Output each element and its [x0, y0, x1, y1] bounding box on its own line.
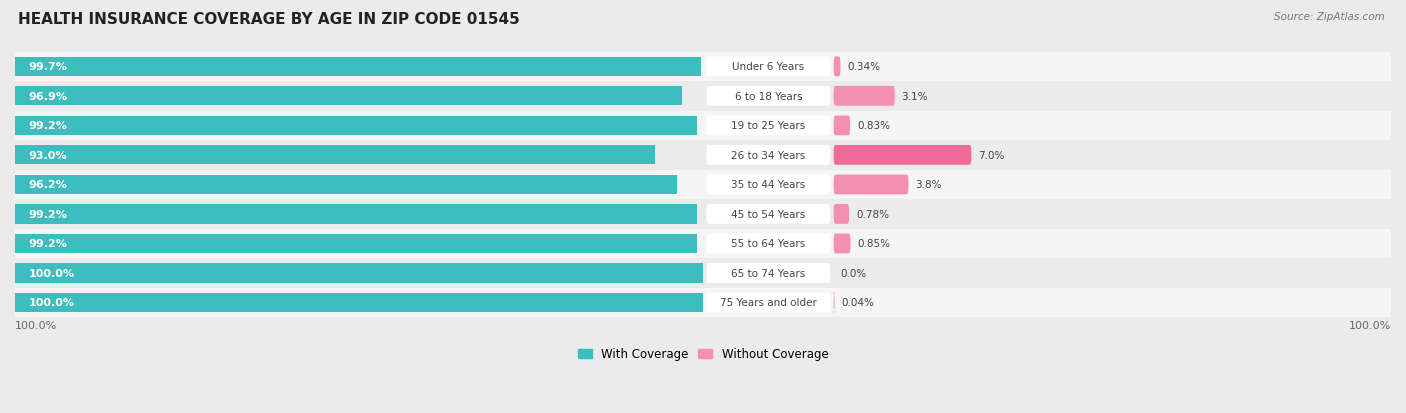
- Text: 0.78%: 0.78%: [856, 209, 889, 219]
- Text: 3.1%: 3.1%: [901, 92, 928, 102]
- Text: 19 to 25 Years: 19 to 25 Years: [731, 121, 806, 131]
- FancyBboxPatch shape: [706, 234, 831, 254]
- FancyBboxPatch shape: [834, 175, 908, 195]
- Bar: [15, 57, 702, 77]
- Text: 99.2%: 99.2%: [28, 209, 67, 219]
- Bar: [15, 52, 1391, 82]
- Text: 0.0%: 0.0%: [841, 268, 868, 278]
- Bar: [15, 141, 1391, 170]
- Text: 6 to 18 Years: 6 to 18 Years: [734, 92, 803, 102]
- FancyBboxPatch shape: [706, 87, 831, 107]
- Text: 0.04%: 0.04%: [841, 298, 875, 308]
- Bar: [15, 293, 703, 312]
- Legend: With Coverage, Without Coverage: With Coverage, Without Coverage: [572, 343, 834, 366]
- Bar: [15, 229, 1391, 259]
- FancyBboxPatch shape: [706, 146, 831, 165]
- FancyBboxPatch shape: [832, 293, 835, 313]
- Text: 55 to 64 Years: 55 to 64 Years: [731, 239, 806, 249]
- FancyBboxPatch shape: [706, 57, 831, 77]
- Text: 100.0%: 100.0%: [28, 268, 75, 278]
- Text: Under 6 Years: Under 6 Years: [733, 62, 804, 72]
- FancyBboxPatch shape: [834, 204, 849, 224]
- Text: 26 to 34 Years: 26 to 34 Years: [731, 150, 806, 161]
- Bar: [15, 170, 1391, 199]
- Text: 0.34%: 0.34%: [848, 62, 880, 72]
- Text: 100.0%: 100.0%: [15, 320, 58, 330]
- Bar: [15, 264, 703, 283]
- FancyBboxPatch shape: [706, 204, 831, 224]
- Text: 99.2%: 99.2%: [28, 239, 67, 249]
- FancyBboxPatch shape: [834, 116, 851, 136]
- Bar: [15, 82, 1391, 112]
- Text: 35 to 44 Years: 35 to 44 Years: [731, 180, 806, 190]
- Bar: [15, 87, 682, 106]
- Bar: [15, 205, 697, 224]
- Bar: [15, 176, 676, 195]
- FancyBboxPatch shape: [834, 87, 894, 107]
- Text: 96.9%: 96.9%: [28, 92, 67, 102]
- Bar: [15, 199, 1391, 229]
- Text: 93.0%: 93.0%: [28, 150, 67, 161]
- Text: 96.2%: 96.2%: [28, 180, 67, 190]
- Text: 100.0%: 100.0%: [1348, 320, 1391, 330]
- FancyBboxPatch shape: [834, 57, 841, 77]
- Bar: [15, 112, 1391, 141]
- Bar: [15, 288, 1391, 318]
- FancyBboxPatch shape: [706, 116, 831, 136]
- Text: Source: ZipAtlas.com: Source: ZipAtlas.com: [1274, 12, 1385, 22]
- Text: HEALTH INSURANCE COVERAGE BY AGE IN ZIP CODE 01545: HEALTH INSURANCE COVERAGE BY AGE IN ZIP …: [18, 12, 520, 27]
- Text: 7.0%: 7.0%: [979, 150, 1004, 161]
- Text: 45 to 54 Years: 45 to 54 Years: [731, 209, 806, 219]
- Text: 0.83%: 0.83%: [856, 121, 890, 131]
- Text: 3.8%: 3.8%: [915, 180, 942, 190]
- Text: 65 to 74 Years: 65 to 74 Years: [731, 268, 806, 278]
- FancyBboxPatch shape: [706, 263, 831, 283]
- Bar: [15, 234, 697, 254]
- FancyBboxPatch shape: [706, 293, 831, 313]
- Bar: [15, 116, 697, 135]
- Bar: [15, 259, 1391, 288]
- FancyBboxPatch shape: [706, 175, 831, 195]
- Text: 99.2%: 99.2%: [28, 121, 67, 131]
- Text: 0.85%: 0.85%: [858, 239, 890, 249]
- FancyBboxPatch shape: [834, 234, 851, 254]
- Text: 75 Years and older: 75 Years and older: [720, 298, 817, 308]
- FancyBboxPatch shape: [834, 146, 972, 165]
- Bar: [15, 146, 655, 165]
- Text: 99.7%: 99.7%: [28, 62, 67, 72]
- Text: 100.0%: 100.0%: [28, 298, 75, 308]
